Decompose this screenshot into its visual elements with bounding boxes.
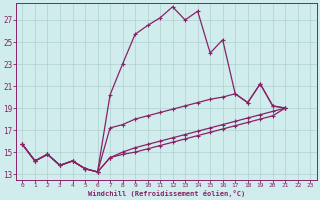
X-axis label: Windchill (Refroidissement éolien,°C): Windchill (Refroidissement éolien,°C) xyxy=(88,190,245,197)
